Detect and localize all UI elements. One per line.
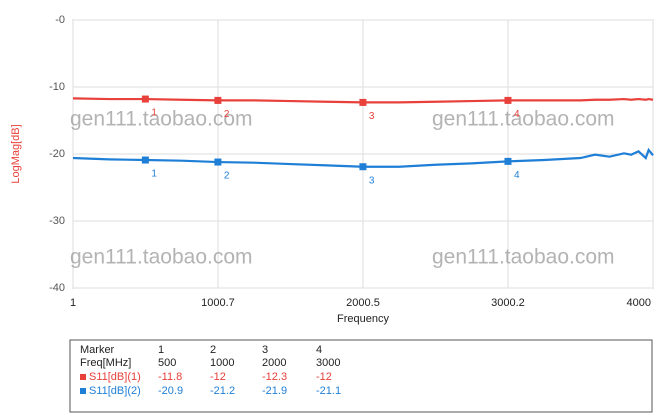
x-tick-label: 3000.2 [491, 297, 525, 309]
y-tick-label: -20 [49, 148, 65, 160]
marker [504, 157, 512, 165]
table-cell: 1000 [210, 357, 234, 369]
y-tick-label: -10 [49, 81, 65, 93]
marker [359, 98, 367, 106]
table-cell: 1 [158, 344, 164, 356]
x-tick-label: 1 [70, 297, 76, 309]
marker [214, 96, 222, 104]
marker [141, 156, 149, 164]
legend-swatch [80, 388, 86, 394]
marker-table [69, 339, 653, 413]
x-axis-label: Frequency [337, 313, 389, 325]
table-cell: 3 [262, 344, 268, 356]
marker [504, 96, 512, 104]
marker-id: 1 [151, 169, 157, 180]
table-header: Marker [80, 344, 115, 356]
table-cell: -20.9 [158, 385, 183, 397]
table-cell: 2000 [262, 357, 286, 369]
y-axis-label: LogMag[dB] [10, 124, 22, 183]
table-cell: -12 [316, 371, 332, 383]
table-cell: -12 [210, 371, 226, 383]
table-cell: 500 [158, 357, 176, 369]
table-cell: -21.9 [262, 385, 287, 397]
marker [359, 163, 367, 171]
trace [72, 97, 654, 104]
watermark: gen111.taobao.com [70, 246, 253, 269]
marker-id: 2 [224, 171, 230, 182]
marker-id: 4 [514, 109, 520, 120]
y-tick-label: -40 [49, 282, 65, 294]
legend-swatch [80, 374, 86, 380]
table-cell: -21.2 [210, 385, 235, 397]
marker-id: 3 [369, 111, 375, 122]
y-tick-label: -30 [49, 215, 65, 227]
table-cell: 3000 [316, 357, 340, 369]
marker-id: 3 [369, 175, 375, 186]
x-tick-label: 2000.5 [346, 297, 380, 309]
x-tick-label: 1000.7 [201, 297, 235, 309]
table-cell: 2 [210, 344, 216, 356]
watermark: gen111.taobao.com [432, 246, 615, 269]
table-cell: -12.3 [262, 371, 287, 383]
trace [72, 147, 654, 168]
marker-id: 1 [151, 108, 157, 119]
marker-id: 4 [514, 170, 520, 181]
marker [141, 95, 149, 103]
y-tick-label: -0 [55, 14, 65, 26]
watermark: gen111.taobao.com [432, 108, 615, 131]
table-cell: 4 [316, 344, 322, 356]
legend-label: S11[dB](1) [89, 371, 141, 383]
marker-id: 2 [224, 109, 230, 120]
x-tick-label: 4000 [627, 297, 651, 309]
table-cell: -11.8 [158, 371, 182, 383]
legend-label: S11[dB](2) [89, 385, 141, 397]
table-cell: -21.1 [316, 385, 341, 397]
watermark: gen111.taobao.com [70, 108, 253, 131]
table-header: Freq[MHz] [80, 357, 131, 369]
marker [214, 158, 222, 166]
